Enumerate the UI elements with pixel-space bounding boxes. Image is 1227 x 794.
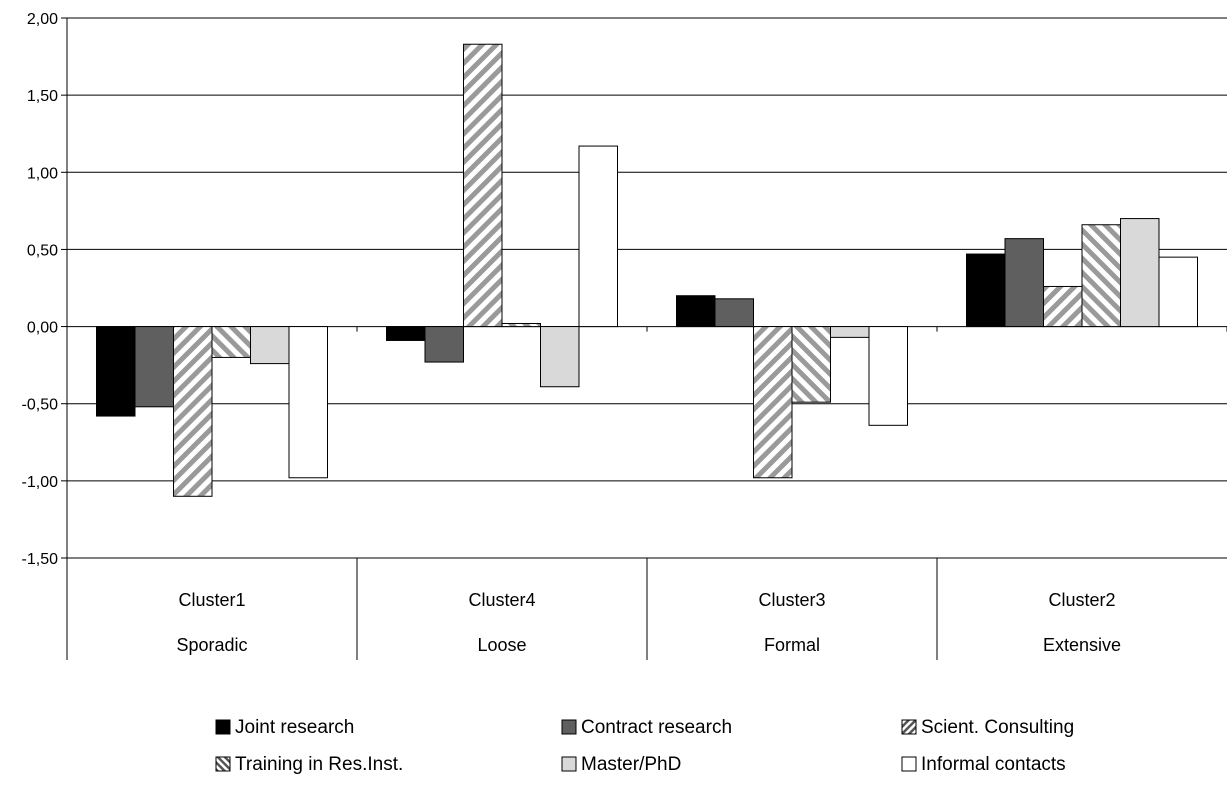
y-tick-label: 2,00 [27,11,58,28]
bar-contract-research-1 [134,326,174,408]
bars [96,43,1198,497]
bar-master-phd-2 [540,326,580,388]
y-tick-label: -1,50 [22,551,59,568]
bar-training-in-res-inst-1 [211,326,251,358]
bar-scient-consulting-1 [173,326,213,497]
bar-informal-contacts-3 [868,326,908,426]
y-tick-label: -0,50 [22,397,59,414]
y-axis: -1,50 -1,00 -0,50 0,00 0,50 1,00 1,50 2,00 [22,11,68,660]
category-label: Cluster1 [178,590,245,610]
bar-joint-research-4 [966,253,1006,328]
y-tick-label: 0,50 [27,242,58,259]
category-label: Cluster2 [1048,590,1115,610]
bar-joint-research-2 [386,326,426,341]
bar-master-phd-1 [250,326,290,365]
bar-training-in-res-inst-4 [1081,224,1121,328]
category-label: Cluster3 [758,590,825,610]
bar-joint-research-3 [676,295,716,328]
bar-master-phd-3 [830,326,870,338]
x-axis: Cluster1 Sporadic Cluster4 Loose Cluster3 For… [176,326,1227,660]
category-sublabel: Sporadic [176,635,247,655]
bar-contract-research-3 [714,298,754,328]
y-tick-label: 0,00 [27,320,58,337]
bar-joint-research-1 [96,326,136,417]
bar-scient-consulting-4 [1043,285,1083,328]
category-label: Cluster4 [468,590,535,610]
category-sublabel: Extensive [1043,635,1121,655]
bar-master-phd-4 [1120,218,1160,328]
bar-training-in-res-inst-2 [501,322,541,328]
bar-contract-research-2 [424,326,464,363]
bar-scient-consulting-3 [753,326,793,479]
y-tick-label: 1,00 [27,165,58,182]
bar-scient-consulting-2 [463,43,503,328]
category-sublabel: Formal [764,635,820,655]
bar-contract-research-4 [1004,238,1044,328]
bar-informal-contacts-1 [288,326,328,479]
bar-informal-contacts-2 [578,145,618,328]
y-tick-label: -1,00 [22,474,59,491]
category-sublabel: Loose [477,635,526,655]
y-tick-label: 1,50 [27,88,58,105]
bar-informal-contacts-4 [1158,256,1198,328]
bar-training-in-res-inst-3 [791,326,831,403]
